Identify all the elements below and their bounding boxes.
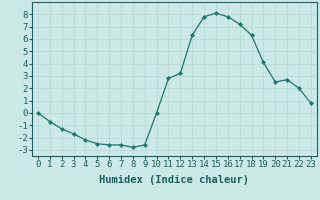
X-axis label: Humidex (Indice chaleur): Humidex (Indice chaleur) — [100, 175, 249, 185]
